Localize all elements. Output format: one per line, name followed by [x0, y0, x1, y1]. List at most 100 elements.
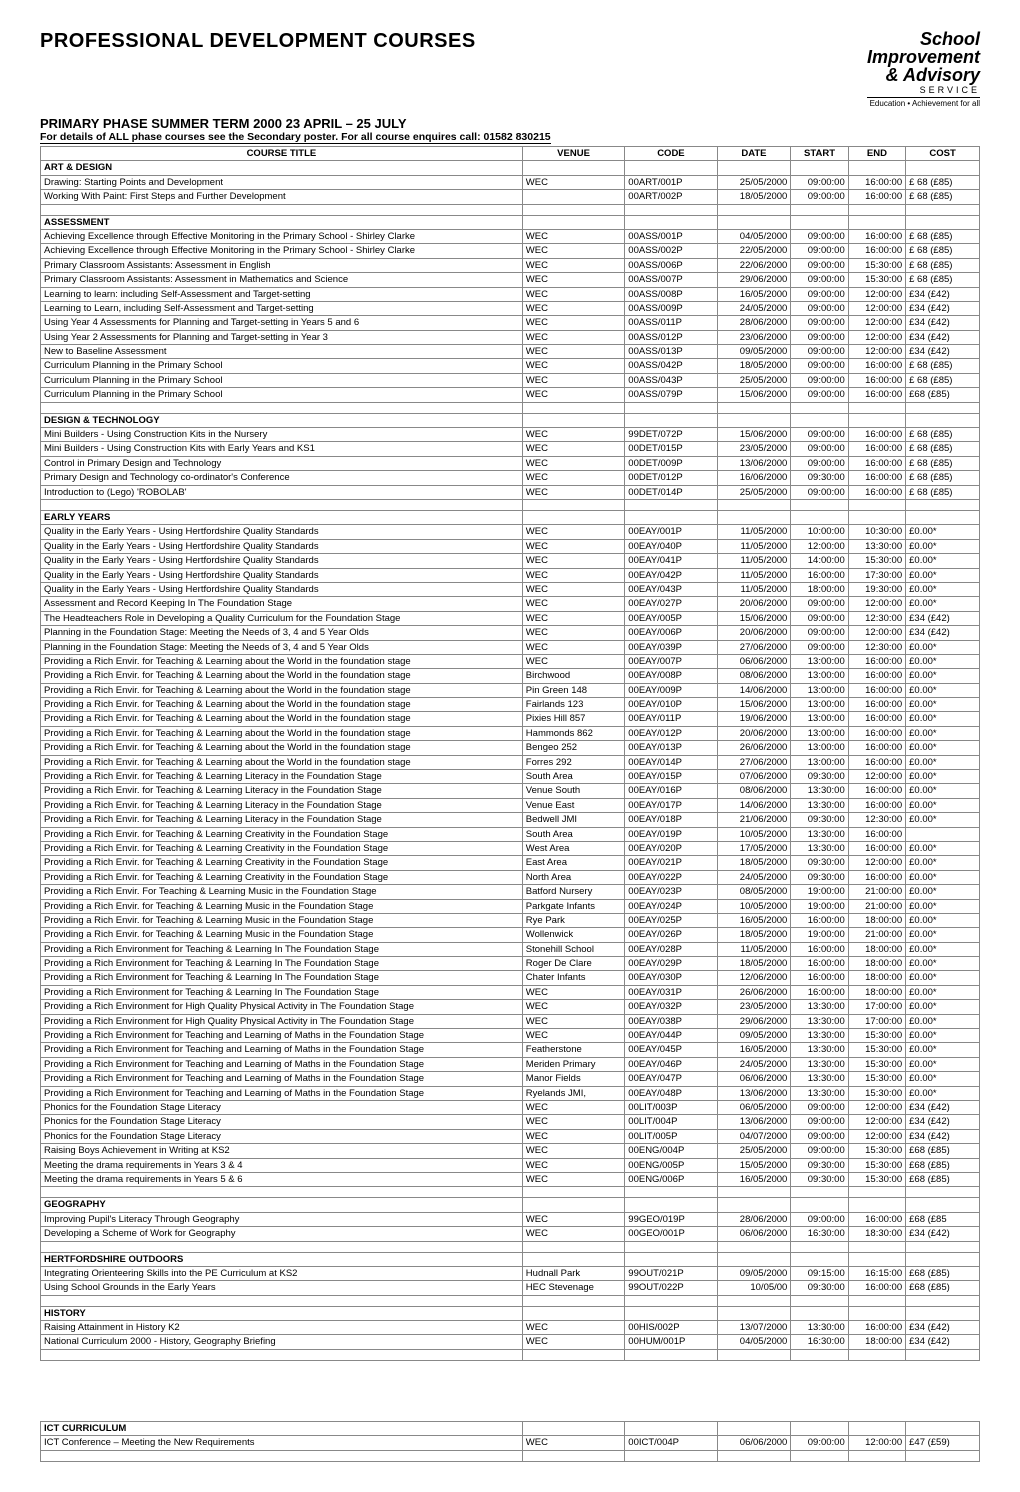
cell-code: 00HIS/002P: [625, 1321, 717, 1335]
cell-cost: £34 (£42): [906, 611, 980, 625]
cell-code: 00EAY/028P: [625, 942, 717, 956]
cell-cost: £0.00*: [906, 539, 980, 553]
cell-venue: WEC: [522, 1158, 625, 1172]
cell-date: 10/05/00: [717, 1281, 791, 1295]
cell-code: 00LIT/003P: [625, 1101, 717, 1115]
table-row: Curriculum Planning in the Primary Schoo…: [41, 359, 980, 373]
cell-end: 18:00:00: [848, 971, 905, 985]
title-block: PROFESSIONAL DEVELOPMENT COURSES: [40, 30, 476, 53]
cell-cost: £ 68 (£85): [906, 190, 980, 204]
cell-date: 25/05/2000: [717, 373, 791, 387]
cell-title: Raising Boys Achievement in Writing at K…: [41, 1144, 523, 1158]
cell-code: 00EAY/029P: [625, 957, 717, 971]
cell-start: 09:30:00: [791, 813, 848, 827]
cell-start: 09:00:00: [791, 287, 848, 301]
cell-venue: HEC Stevenage: [522, 1281, 625, 1295]
cell-venue: Ryelands JMI,: [522, 1086, 625, 1100]
cell-code: 99OUT/021P: [625, 1266, 717, 1280]
cell-date: 15/06/2000: [717, 611, 791, 625]
cell-venue: WEC: [522, 229, 625, 243]
cell-end: 16:00:00: [848, 870, 905, 884]
table-row: Curriculum Planning in the Primary Schoo…: [41, 388, 980, 402]
table-row: Drawing: Starting Points and Development…: [41, 175, 980, 189]
cell-title: Phonics for the Foundation Stage Literac…: [41, 1115, 523, 1129]
table-row: Improving Pupil's Literacy Through Geogr…: [41, 1212, 980, 1226]
cell-title: Phonics for the Foundation Stage Literac…: [41, 1101, 523, 1115]
cell-code: 00EAY/046P: [625, 1057, 717, 1071]
cell-end: 17:30:00: [848, 568, 905, 582]
cell-date: 22/06/2000: [717, 258, 791, 272]
cell-start: 16:30:00: [791, 1335, 848, 1349]
cell-start: 09:30:00: [791, 856, 848, 870]
cell-title: Providing a Rich Envir. for Teaching & L…: [41, 669, 523, 683]
cell-code: 00DET/012P: [625, 471, 717, 485]
cell-cost: £0.00*: [906, 698, 980, 712]
cell-title: New to Baseline Assessment: [41, 345, 523, 359]
cell-start: 09:30:00: [791, 870, 848, 884]
cell-start: 09:00:00: [791, 428, 848, 442]
cell-start: 09:00:00: [791, 330, 848, 344]
cell-date: 22/05/2000: [717, 244, 791, 258]
section-name: ASSESSMENT: [41, 215, 523, 229]
cell-code: 00EAY/041P: [625, 554, 717, 568]
cell-end: 12:00:00: [848, 301, 905, 315]
cell-start: 16:00:00: [791, 971, 848, 985]
cell-start: 09:00:00: [791, 229, 848, 243]
table-row: Meeting the drama requirements in Years …: [41, 1172, 980, 1186]
cell-code: 00EAY/010P: [625, 698, 717, 712]
cell-title: Providing a Rich Environment for Teachin…: [41, 1043, 523, 1057]
cell-cost: £0.00*: [906, 1043, 980, 1057]
cell-title: Phonics for the Foundation Stage Literac…: [41, 1129, 523, 1143]
cell-end: 18:30:00: [848, 1227, 905, 1241]
table-row: National Curriculum 2000 - History, Geog…: [41, 1335, 980, 1349]
blank-row: [41, 1295, 980, 1306]
cell-start: 09:00:00: [791, 456, 848, 470]
cell-code: 00EAY/043P: [625, 582, 717, 596]
cell-date: 24/05/2000: [717, 1057, 791, 1071]
table-row: Providing a Rich Envir. for Teaching & L…: [41, 813, 980, 827]
cell-title: Providing a Rich Environment for High Qu…: [41, 1000, 523, 1014]
cell-start: 09:00:00: [791, 359, 848, 373]
cell-start: 09:00:00: [791, 258, 848, 272]
cell-date: 28/06/2000: [717, 1212, 791, 1226]
table-row: Providing a Rich Envir. for Teaching & L…: [41, 784, 980, 798]
cell-venue: WEC: [522, 654, 625, 668]
cell-start: 13:30:00: [791, 798, 848, 812]
courses-table: COURSE TITLE VENUE CODE DATE START END C…: [40, 146, 980, 1361]
cell-date: 27/06/2000: [717, 755, 791, 769]
cell-venue: WEC: [522, 1029, 625, 1043]
cell-venue: WEC: [522, 485, 625, 499]
table-row: Control in Primary Design and Technology…: [41, 456, 980, 470]
cell-title: Quality in the Early Years - Using Hertf…: [41, 582, 523, 596]
cell-date: 16/06/2000: [717, 471, 791, 485]
table-row: Developing a Scheme of Work for Geograph…: [41, 1227, 980, 1241]
table-row: Mini Builders - Using Construction Kits …: [41, 428, 980, 442]
cell-cost: £0.00*: [906, 813, 980, 827]
cell-cost: £0.00*: [906, 1086, 980, 1100]
table-row: Providing a Rich Envir. for Teaching & L…: [41, 899, 980, 913]
table-row: Providing a Rich Envir. for Teaching & L…: [41, 669, 980, 683]
cell-code: 00EAY/032P: [625, 1000, 717, 1014]
cell-code: 00ICT/004P: [625, 1436, 717, 1450]
cell-date: 10/05/2000: [717, 899, 791, 913]
cell-venue: Stonehill School: [522, 942, 625, 956]
cell-start: 09:30:00: [791, 471, 848, 485]
cell-date: 23/06/2000: [717, 330, 791, 344]
cell-date: 29/06/2000: [717, 1014, 791, 1028]
cell-cost: £0.00*: [906, 798, 980, 812]
logo-line1: School: [867, 30, 980, 48]
cell-cost: £0.00*: [906, 755, 980, 769]
cell-cost: £34 (£42): [906, 1101, 980, 1115]
cell-cost: £34 (£42): [906, 287, 980, 301]
cell-date: 06/05/2000: [717, 1101, 791, 1115]
cell-title: Using School Grounds in the Early Years: [41, 1281, 523, 1295]
cell-venue: Wollenwick: [522, 928, 625, 942]
table-row: Using School Grounds in the Early YearsH…: [41, 1281, 980, 1295]
col-cost: COST: [906, 147, 980, 161]
table-row: Primary Classroom Assistants: Assessment…: [41, 273, 980, 287]
cell-title: Providing a Rich Envir. for Teaching & L…: [41, 856, 523, 870]
cell-end: 15:30:00: [848, 1057, 905, 1071]
cell-cost: £34 (£42): [906, 1115, 980, 1129]
table-row: Phonics for the Foundation Stage Literac…: [41, 1115, 980, 1129]
cell-end: 12:00:00: [848, 316, 905, 330]
